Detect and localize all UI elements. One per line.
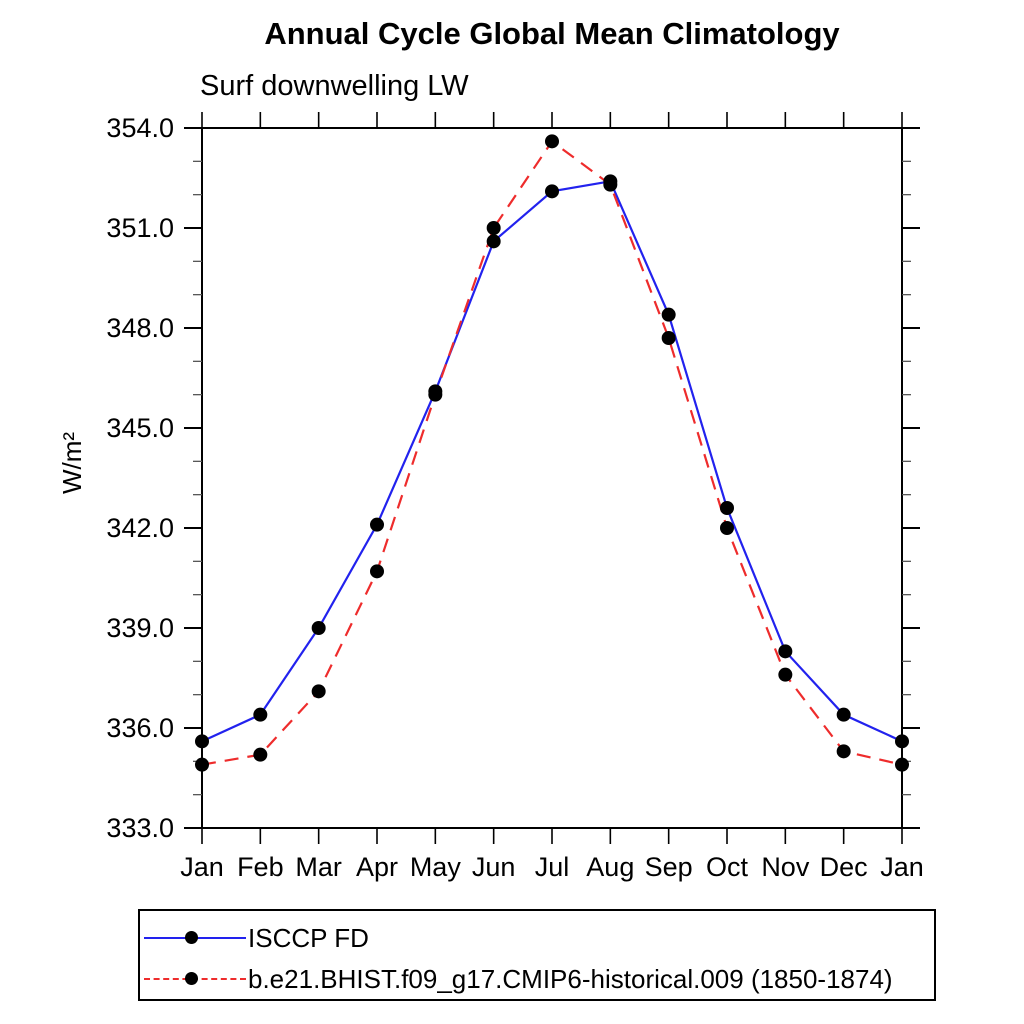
legend-marker-dot bbox=[185, 931, 198, 944]
chart-title: Annual Cycle Global Mean Climatology bbox=[264, 16, 840, 51]
x-axis-tick-label: May bbox=[410, 852, 462, 882]
data-point-marker bbox=[486, 234, 501, 249]
y-axis-tick-label: 333.0 bbox=[106, 813, 174, 843]
data-point-marker bbox=[486, 221, 501, 235]
x-axis-tick-label: Oct bbox=[706, 852, 749, 882]
series-line-1 bbox=[201, 139, 903, 766]
data-point-marker bbox=[253, 747, 268, 762]
data-point-marker bbox=[836, 744, 851, 759]
data-point-marker bbox=[661, 331, 676, 345]
data-point-marker bbox=[836, 707, 851, 722]
series-line-0 bbox=[201, 180, 903, 743]
y-axis-tick-label: 351.0 bbox=[106, 213, 174, 243]
data-point-marker bbox=[370, 517, 384, 532]
data-point-marker bbox=[428, 387, 443, 402]
legend-box: ISCCP FD b.e21.BHIST.f09_g17.CMIP6-histo… bbox=[138, 909, 936, 1001]
plot-frame bbox=[201, 127, 903, 829]
data-point-marker bbox=[195, 757, 209, 772]
x-axis-tick-label: Mar bbox=[295, 852, 342, 882]
x-axis-tick-label: Aug bbox=[586, 852, 634, 882]
data-point-marker bbox=[603, 177, 618, 192]
data-point-marker bbox=[545, 134, 559, 149]
legend-marker-dot bbox=[185, 972, 198, 985]
x-axis-tick-label: Jan bbox=[880, 852, 924, 882]
data-point-marker bbox=[778, 644, 793, 659]
data-point-marker bbox=[311, 684, 326, 699]
data-point-marker bbox=[370, 564, 384, 579]
data-point-marker bbox=[253, 707, 268, 722]
data-point-marker bbox=[720, 521, 734, 535]
x-axis-tick-label: Jan bbox=[180, 852, 224, 882]
x-axis-tick-label: Jul bbox=[535, 852, 570, 882]
data-point-marker bbox=[895, 757, 909, 772]
chart-subtitle: Surf downwelling LW bbox=[200, 70, 469, 102]
data-point-marker bbox=[311, 621, 326, 635]
x-axis-tick-label: Feb bbox=[237, 852, 284, 882]
y-axis-tick-label: 345.0 bbox=[106, 413, 174, 443]
y-axis-tick-label: 342.0 bbox=[106, 513, 174, 543]
data-point-marker bbox=[778, 667, 793, 682]
y-axis-tick-label: 348.0 bbox=[106, 313, 174, 343]
data-point-marker bbox=[545, 184, 559, 199]
y-axis-tick-label: 336.0 bbox=[106, 713, 174, 743]
legend-label-isccp: ISCCP FD bbox=[248, 923, 369, 953]
x-axis-tick-label: Dec bbox=[820, 852, 868, 882]
data-point-marker bbox=[720, 501, 734, 515]
y-axis-tick-label: 354.0 bbox=[106, 113, 174, 143]
x-axis-tick-label: Apr bbox=[356, 852, 398, 882]
legend-label-model: b.e21.BHIST.f09_g17.CMIP6-historical.009… bbox=[248, 964, 893, 994]
data-point-marker bbox=[661, 307, 676, 322]
x-axis-tick-label: Nov bbox=[761, 852, 810, 882]
x-axis-tick-label: Sep bbox=[645, 852, 693, 882]
x-axis-tick-label: Jun bbox=[472, 852, 516, 882]
y-axis-tick-label: 339.0 bbox=[106, 613, 174, 643]
data-point-marker bbox=[895, 734, 909, 749]
data-point-marker bbox=[195, 734, 209, 749]
